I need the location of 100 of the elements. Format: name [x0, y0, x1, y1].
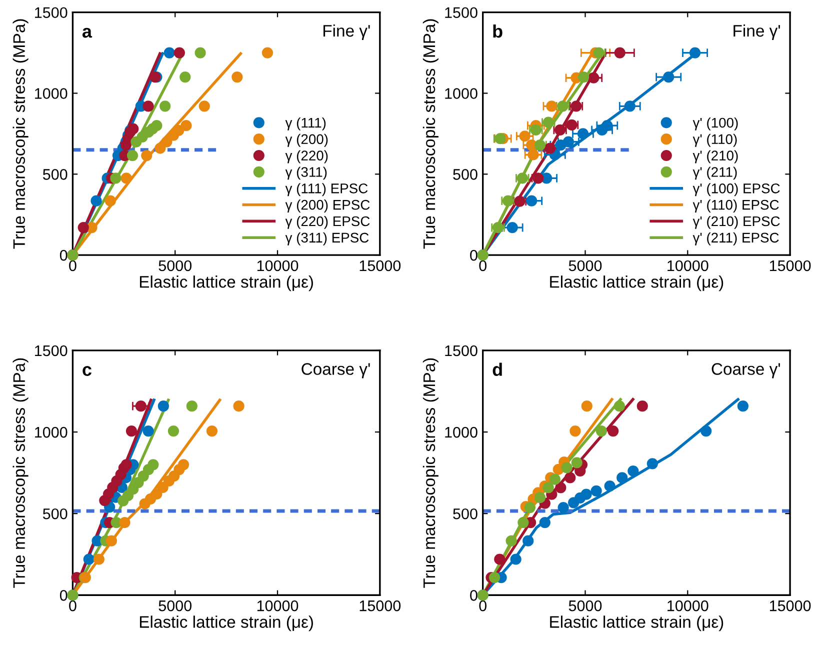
point: [206, 425, 218, 437]
point: [506, 535, 517, 546]
x-tick-label: 0: [479, 260, 486, 272]
y-tick-label: 0: [470, 250, 478, 261]
point: [119, 516, 130, 528]
y-tick-label: 1000: [445, 88, 478, 99]
legend-label: γ (220) EPSC: [285, 216, 370, 229]
point: [186, 400, 198, 412]
y-tick-label: 1500: [445, 7, 478, 18]
point: [542, 482, 554, 494]
x-axis-title: Elastic lattice strain (με): [550, 616, 724, 632]
point: [142, 425, 154, 437]
point: [104, 195, 116, 206]
legend-label: γ (111): [285, 117, 326, 130]
legend-label: γ' (100) EPSC: [692, 183, 780, 196]
y-tick-label: 1000: [35, 88, 68, 99]
point: [549, 474, 560, 485]
point: [689, 47, 701, 58]
point: [562, 136, 574, 148]
point: [528, 149, 539, 160]
point: [83, 554, 94, 565]
point: [663, 72, 674, 83]
x-tick-label: 10000: [668, 600, 708, 612]
legend-label: γ' (210): [692, 150, 738, 164]
point: [628, 465, 639, 477]
point: [564, 472, 576, 484]
point: [141, 150, 152, 162]
legend-label: γ (311) EPSC: [285, 232, 369, 246]
point: [570, 100, 582, 112]
legend-label: γ (220): [285, 150, 328, 164]
point: [174, 47, 185, 58]
point: [135, 400, 146, 412]
point: [561, 462, 572, 474]
point: [577, 128, 589, 140]
point: [602, 120, 613, 132]
point: [506, 222, 518, 234]
y-tick-label: 500: [42, 169, 68, 180]
point: [590, 485, 602, 496]
text: Fine γ': [323, 24, 370, 40]
legend-label: γ' (110) EPSC: [692, 200, 779, 212]
point: [616, 472, 628, 484]
point: [178, 459, 190, 470]
point: [624, 100, 636, 112]
x-tick-label: 5000: [568, 600, 602, 612]
y-axis-title: True macroscopic stress (MPa): [422, 19, 438, 249]
y-tick-label: 1000: [35, 426, 68, 438]
point: [581, 400, 592, 412]
point: [194, 47, 206, 58]
y-tick-label: 1000: [445, 426, 478, 438]
x-tick-label: 5000: [158, 600, 192, 612]
x-axis-title: Elastic lattice strain (με): [140, 616, 313, 632]
text: a: [82, 28, 92, 38]
point: [157, 482, 168, 494]
point: [158, 400, 169, 412]
point: [180, 120, 192, 132]
point: [161, 136, 172, 148]
x-tick-label: 10000: [257, 600, 298, 612]
point: [558, 502, 569, 514]
point: [232, 72, 243, 83]
legend-label: γ (200) EPSC: [285, 200, 370, 212]
text: b: [493, 24, 502, 38]
x-tick-label: 5000: [568, 260, 602, 272]
point: [126, 425, 138, 437]
point: [524, 502, 536, 514]
point: [522, 535, 534, 546]
y-tick-label: 0: [60, 250, 68, 261]
point: [142, 100, 154, 112]
point: [534, 492, 546, 504]
point: [93, 554, 104, 565]
point: [151, 120, 162, 132]
point: [120, 459, 132, 470]
point: [526, 195, 538, 206]
point: [160, 100, 171, 112]
y-tick-label: 0: [470, 590, 478, 601]
point: [151, 488, 162, 500]
legend-label: γ' (110): [692, 134, 737, 147]
y-axis-title: True macroscopic stress (MPa): [422, 358, 438, 588]
text: Coarse γ': [712, 363, 780, 378]
point: [608, 425, 619, 437]
x-axis-title: Elastic lattice strain (με): [140, 276, 313, 292]
point: [168, 425, 180, 437]
point: [233, 400, 244, 412]
point: [164, 47, 175, 58]
point: [148, 459, 159, 470]
x-tick-label: 0: [479, 600, 486, 612]
point: [580, 488, 592, 500]
point: [510, 554, 522, 565]
x-tick-label: 15000: [770, 600, 811, 612]
x-tick-label: 15000: [360, 600, 401, 612]
x-axis-title: Elastic lattice strain (με): [550, 276, 724, 292]
point: [596, 425, 607, 437]
y-tick-label: 1500: [35, 7, 68, 18]
legend-label: γ (111) EPSC: [285, 183, 368, 196]
y-tick-label: 500: [42, 508, 68, 520]
text: Coarse γ': [302, 363, 370, 378]
text: c: [82, 366, 92, 376]
point: [646, 458, 658, 470]
x-tick-label: 10000: [668, 260, 708, 272]
point: [555, 482, 566, 494]
y-tick-label: 0: [60, 590, 68, 601]
